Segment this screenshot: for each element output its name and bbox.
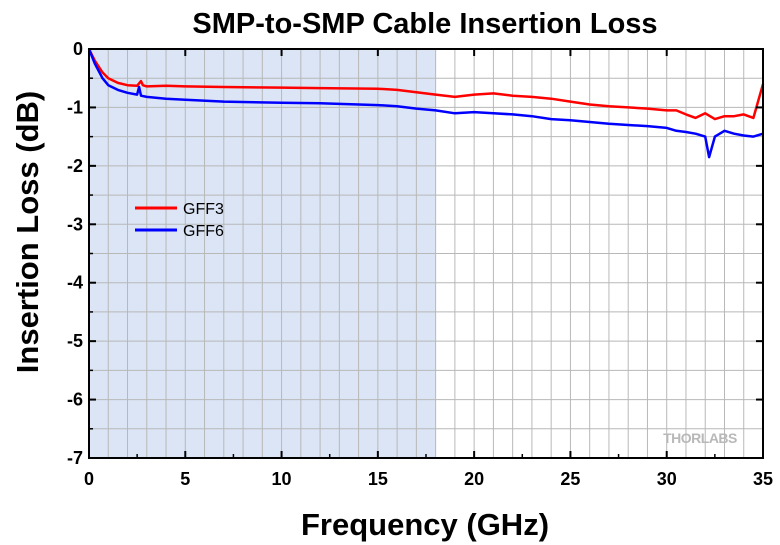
thorlabs-watermark: THORLABS bbox=[663, 430, 737, 446]
y-tick-label: -3 bbox=[67, 214, 83, 234]
series-group bbox=[87, 48, 765, 159]
x-tick-label: 10 bbox=[272, 469, 292, 489]
x-tick-label: 15 bbox=[368, 469, 388, 489]
y-tick-label: 0 bbox=[73, 39, 83, 59]
series-line-gff6 bbox=[87, 48, 764, 159]
x-axis-label: Frequency (GHz) bbox=[301, 507, 549, 542]
y-axis-label: Insertion Loss (dB) bbox=[10, 91, 45, 373]
x-tick-label: 30 bbox=[657, 469, 677, 489]
y-tick-label: -5 bbox=[67, 331, 83, 351]
y-tick-label: -7 bbox=[67, 448, 83, 468]
series-line-gff3 bbox=[87, 48, 765, 121]
chart-title: SMP-to-SMP Cable Insertion Loss bbox=[192, 8, 657, 40]
x-tick-label: 35 bbox=[753, 469, 773, 489]
legend-label-gff3: GFF3 bbox=[183, 201, 224, 218]
y-tick-label: -6 bbox=[67, 390, 83, 410]
y-tick-label: -2 bbox=[67, 156, 83, 176]
y-tick-label: -4 bbox=[67, 273, 83, 293]
x-tick-label: 0 bbox=[84, 469, 94, 489]
legend: GFF3 GFF6 bbox=[135, 201, 224, 240]
x-tick-label: 5 bbox=[180, 469, 190, 489]
x-tick-label: 20 bbox=[464, 469, 484, 489]
x-tick-label: 25 bbox=[560, 469, 580, 489]
x-tick-labels: 0 5 10 15 20 25 30 35 bbox=[84, 469, 773, 489]
legend-label-gff6: GFF6 bbox=[183, 223, 224, 240]
y-tick-labels: 0 -1 -2 -3 -4 -5 -6 -7 bbox=[67, 39, 83, 468]
y-tick-label: -1 bbox=[67, 97, 83, 117]
tick-marks bbox=[88, 48, 764, 459]
